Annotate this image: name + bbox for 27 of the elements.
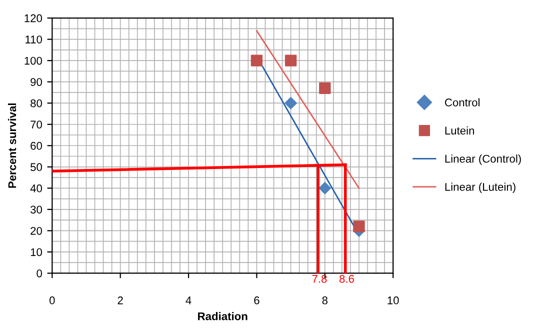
x-tick-label: 0: [50, 296, 55, 304]
y-tick-label: 30: [30, 206, 42, 214]
y-tick-label: 80: [30, 99, 42, 108]
y-tick-label: 100: [24, 56, 42, 65]
y-axis-title: Percent survival: [8, 103, 16, 188]
legend-label: Linear (Control): [445, 154, 521, 165]
y-tick-label: 70: [30, 120, 42, 128]
x-tick-label: 6: [254, 296, 260, 304]
y-tick-label: 20: [30, 226, 42, 235]
x-tick-label: 2: [118, 296, 123, 304]
x-tick-label: 4: [186, 296, 192, 304]
legend-label: Lutein: [445, 126, 474, 135]
annotation: 8.6: [340, 274, 354, 283]
y-tick-label: 120: [24, 14, 42, 22]
x-tick-label: 8: [322, 296, 328, 304]
y-tick-label: 90: [30, 78, 42, 86]
y-tick-label: 50: [30, 163, 42, 172]
x-axis-title: Radiation: [198, 312, 248, 320]
y-tick-label: 110: [26, 36, 42, 44]
annotation: 7.8: [312, 274, 327, 283]
y-tick-label: 10: [30, 248, 42, 256]
y-tick-label: 40: [30, 184, 42, 192]
legend-label: Linear (Lutein): [445, 182, 516, 194]
x-tick-label: 10: [388, 296, 399, 304]
y-tick-label: 0: [36, 269, 42, 278]
legend-label: Control: [444, 98, 480, 106]
y-tick-label: 60: [30, 142, 42, 150]
